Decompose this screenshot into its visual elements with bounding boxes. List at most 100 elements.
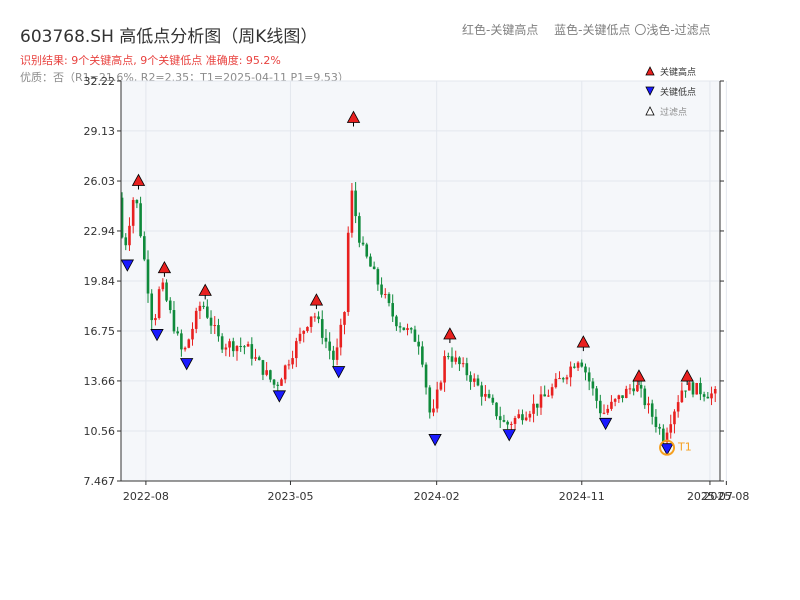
candle-down [495,402,498,417]
key-high-marker [157,260,172,274]
candle-down [458,357,461,365]
candle-up [131,199,135,226]
result-summary: 识别结果: 9个关键高点, 9个关键低点 准确度: 95.2% [20,54,281,67]
x-tick-label: 2025-07 [687,490,733,503]
x-tick-label: 2023-05 [267,490,313,503]
y-tick-label: 16.75 [84,325,116,338]
candle-down [324,337,328,342]
key-low-marker [502,429,516,442]
candle-down [398,326,402,328]
candle-up [280,379,283,386]
candle-down [691,382,695,395]
candle-up [306,326,309,331]
legend-label-low: 关键低点 [660,86,696,98]
key-low-marker [660,443,674,456]
candle-down [573,366,576,368]
candle-up [291,358,294,365]
key-low-marker [598,417,613,431]
key-high-marker [131,173,146,186]
candle-down [231,341,235,352]
candle-down [599,400,602,414]
y-tick-label: 13.66 [84,375,116,388]
candle-up [628,388,632,390]
y-tick-label: 22.94 [84,225,116,238]
candles [120,182,717,446]
top-legend: 红色-关键高点 蓝色-关键低点 〇浅色-过滤点 [462,21,711,38]
y-tick-label: 26.03 [84,175,116,188]
candle-down [632,388,635,392]
candle-down [376,269,380,285]
candle-up [183,347,187,350]
candle-down [146,259,150,294]
t1-label: T1 [677,441,692,454]
candle-down [120,197,124,238]
candle-up [443,356,446,383]
candle-down [261,360,265,375]
candle-down [643,388,647,406]
candle-up [154,318,157,321]
candle-up [695,383,698,395]
candle-up [647,403,650,406]
candle-up [254,357,257,359]
candle-down [124,237,128,246]
candle-down [365,244,369,257]
candle-down [135,199,139,204]
candle-down [639,384,643,389]
candle-up [665,432,669,443]
candle-up [680,390,684,403]
candle-up [435,389,439,409]
candle-down [380,284,383,295]
candle-down [402,327,406,330]
candle-down [424,364,428,388]
legend-marker-filtered [645,106,655,116]
candle-down [387,293,391,304]
y-tick-label: 19.84 [84,275,116,288]
candle-down [706,396,710,399]
candle-up [528,413,532,418]
key-high-marker [632,369,646,382]
candle-down [354,190,357,217]
candle-down [650,403,654,417]
candle-up [510,423,513,425]
candle-up [302,330,306,334]
key-high-marker [680,369,694,382]
top-legend-blue: 蓝色-关键低点 [554,23,631,37]
candle-down [621,395,624,399]
legend-marker-high [645,66,655,76]
candle-down [320,319,324,338]
y-tick-label: 7.467 [84,475,116,488]
candle-up [617,395,621,400]
legend-label-filtered: 过滤点 [660,106,687,118]
candle-up [676,402,680,412]
candle-up [432,408,435,413]
candle-down [684,390,687,392]
candle-up [532,403,535,414]
y-tick-label: 10.56 [84,425,116,438]
x-tick-label: 2025-08 [703,490,749,503]
candle-down [150,293,154,321]
legend-label-high: 关键高点 [660,66,696,78]
candle-up [484,393,487,397]
candle-down [202,305,205,307]
candle-up [669,424,673,433]
candle-down [168,300,172,311]
candle-down [220,336,224,350]
candle-down [206,306,209,318]
candle-down [421,346,424,365]
candle-down [409,328,413,330]
key-low-marker [428,434,442,447]
y-tick-label: 32.22 [84,75,116,88]
candle-up [569,366,572,378]
candle-down [480,385,483,397]
candle-down [250,344,254,359]
candle-up [554,378,558,388]
candle-down [180,333,183,350]
candle-down [561,378,565,380]
candle-down [447,356,450,358]
candle-down [502,420,506,422]
candle-down [658,427,661,429]
candle-up [191,328,194,340]
candle-up [517,414,521,418]
candle-up [687,382,691,391]
